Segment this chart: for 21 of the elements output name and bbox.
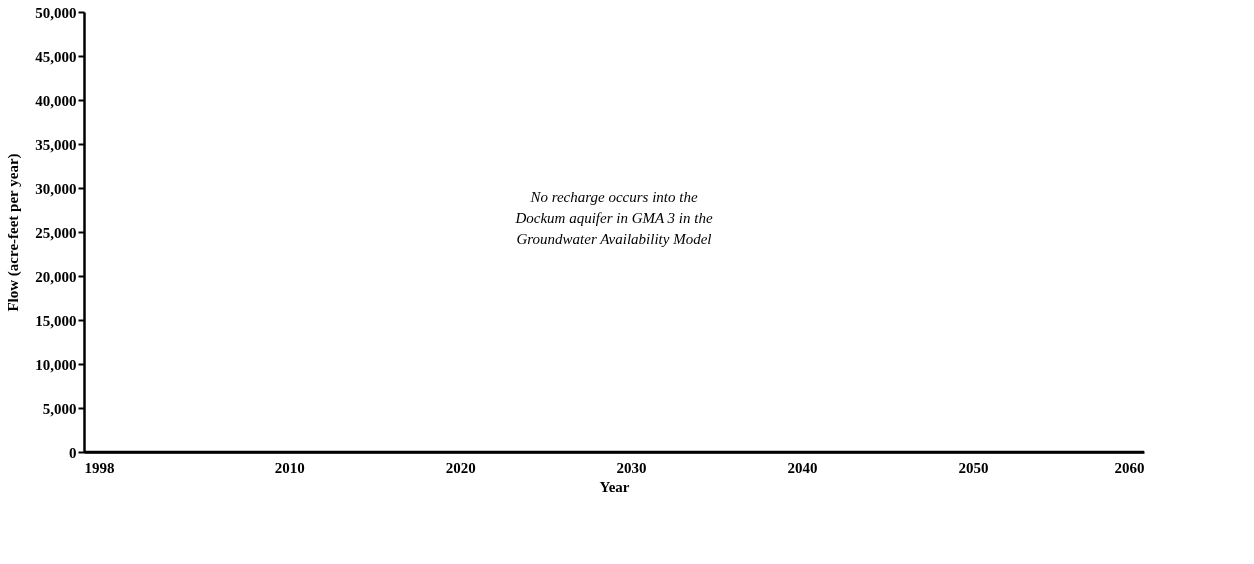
x-tick-label: 2020 <box>445 459 476 476</box>
y-tick-label: 35,000 <box>35 136 77 153</box>
y-tick-label: 40,000 <box>35 92 77 109</box>
y-tick-label: 50,000 <box>35 4 77 21</box>
x-tick-label: 2010 <box>274 459 305 476</box>
y-tick-label: 25,000 <box>35 224 77 241</box>
x-tick-label: 2030 <box>616 459 647 476</box>
x-tick-label: 2060 <box>1114 459 1145 476</box>
annotation: No recharge occurs into the Dockum aquifer in GMA 3 in the Groundwater Availability Model <box>514 188 713 247</box>
y-tick-label: 45,000 <box>35 48 77 65</box>
x-tick-label: 2040 <box>787 459 818 476</box>
y-tick-label: 0 <box>69 444 77 461</box>
y-tick-label: 15,000 <box>35 312 77 329</box>
y-axis-title: Flow (acre-feet per year) <box>5 153 23 312</box>
y-tick-label: 20,000 <box>35 268 77 285</box>
x-tick-label: 2050 <box>958 459 989 476</box>
x-axis-title: Year <box>599 478 630 495</box>
y-tick-label: 5,000 <box>42 400 77 417</box>
y-tick-label: 30,000 <box>35 180 77 197</box>
y-tick-label: 10,000 <box>35 356 77 373</box>
x-tick-label: 1998 <box>84 459 115 476</box>
